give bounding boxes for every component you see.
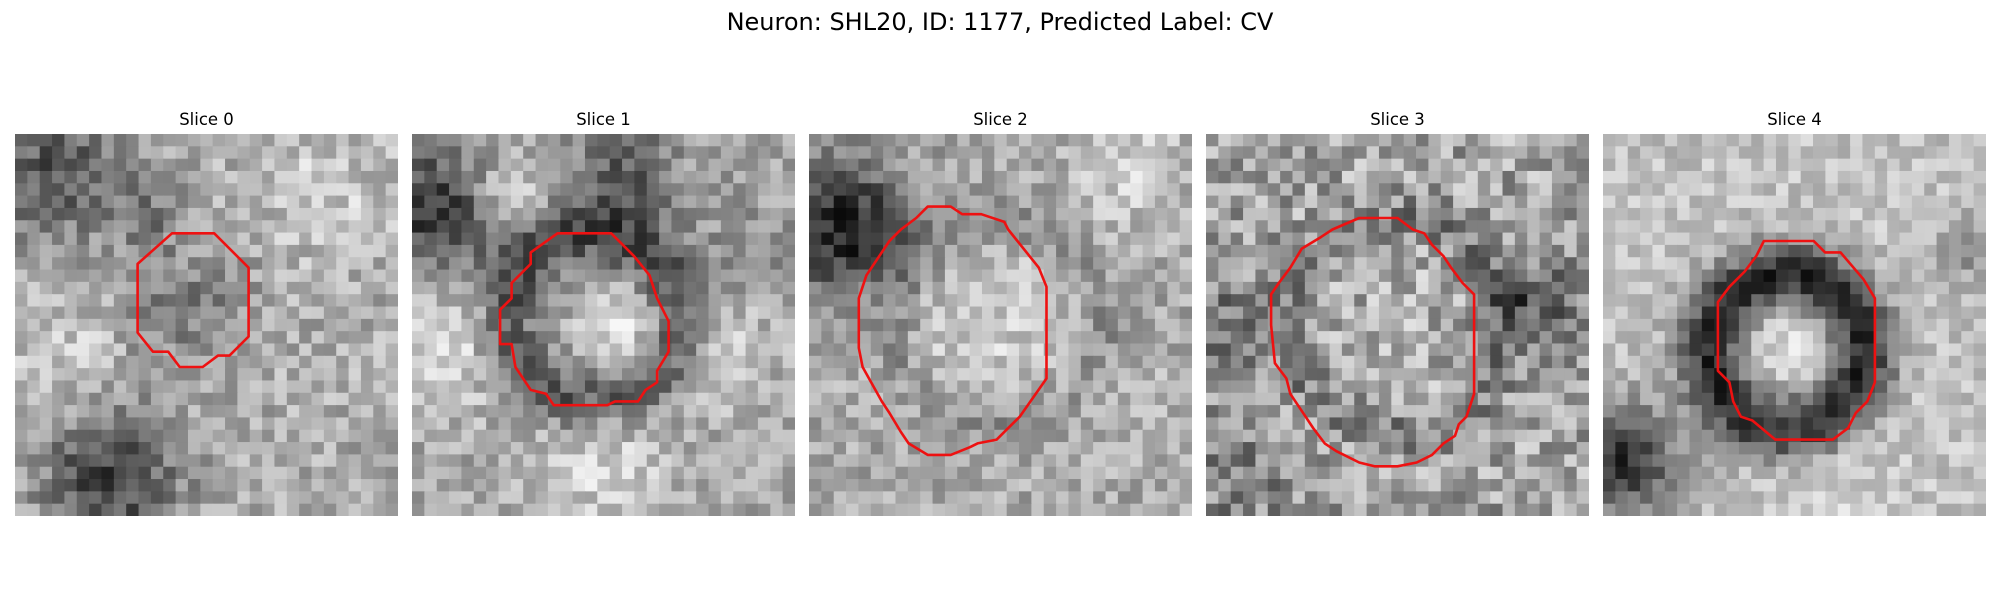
slice-title-2: Slice 2: [973, 110, 1028, 129]
slice-2-contour: [857, 205, 1048, 457]
slice-1-contour: [498, 232, 670, 407]
slice-image-4: [1603, 134, 1986, 516]
figure-title: Neuron: SHL20, ID: 1177, Predicted Label…: [726, 8, 1274, 36]
slice-image-0: [15, 134, 398, 516]
slice-4-canvas: [1603, 134, 1986, 516]
slice-3-contour: [1269, 216, 1476, 468]
slice-0-contour: [136, 232, 250, 369]
slice-image-1: [412, 134, 795, 516]
slice-0-canvas: [15, 134, 398, 516]
slice-title-1: Slice 1: [576, 110, 631, 129]
slice-title-4: Slice 4: [1767, 110, 1822, 129]
slice-title-3: Slice 3: [1370, 110, 1425, 129]
slice-1-canvas: [412, 134, 795, 516]
slice-3-canvas: [1206, 134, 1589, 516]
slice-4-contour: [1716, 239, 1877, 441]
slice-image-2: [809, 134, 1192, 516]
slice-image-3: [1206, 134, 1589, 516]
slice-2-canvas: [809, 134, 1192, 516]
slice-title-0: Slice 0: [179, 110, 234, 129]
